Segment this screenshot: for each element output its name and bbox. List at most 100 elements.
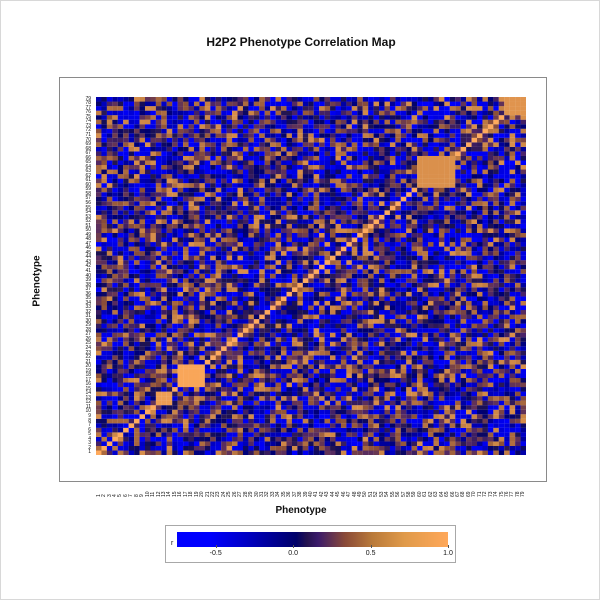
heatmap-cell: [406, 332, 412, 338]
heatmap-cell: [275, 391, 282, 397]
heatmap-cell: [395, 296, 401, 301]
heatmap-cell: [411, 418, 418, 424]
heatmap-cell: [351, 296, 358, 301]
heatmap-cell: [460, 291, 467, 297]
heatmap-cell: [422, 445, 429, 451]
heatmap-cell: [150, 332, 156, 338]
heatmap-cell: [237, 391, 244, 397]
heatmap-cell: [422, 332, 429, 338]
heatmap-cell: [253, 187, 260, 193]
heatmap-cell: [498, 278, 505, 283]
heatmap-cell: [346, 273, 352, 279]
heatmap-cell: [498, 382, 505, 388]
heatmap-cell: [166, 287, 173, 292]
heatmap-cell: [335, 377, 341, 383]
heatmap-cell: [199, 319, 205, 324]
heatmap-cell: [379, 255, 385, 261]
heatmap-cell: [128, 328, 135, 333]
heatmap-cell: [324, 391, 331, 397]
heatmap-cell: [101, 291, 107, 297]
heatmap-cell: [308, 219, 314, 224]
heatmap-cell: [237, 178, 244, 184]
heatmap-cell: [183, 187, 189, 193]
heatmap-cell: [242, 183, 249, 188]
heatmap-cell: [466, 309, 472, 315]
heatmap-cell: [210, 350, 216, 356]
heatmap-cell: [466, 205, 472, 211]
heatmap-cell: [161, 296, 167, 301]
heatmap-cell: [493, 405, 499, 410]
heatmap-cell: [139, 382, 146, 388]
heatmap-cell: [199, 423, 205, 428]
heatmap-cell: [150, 373, 156, 379]
heatmap-cell: [308, 291, 314, 297]
heatmap-cell: [281, 319, 287, 324]
heatmap-cell: [520, 210, 526, 215]
heatmap-cell: [204, 205, 211, 211]
heatmap-cell: [520, 445, 526, 451]
heatmap-cell: [487, 414, 494, 419]
heatmap-cell: [242, 355, 249, 360]
heatmap-cell: [373, 346, 380, 351]
heatmap-cell: [161, 201, 167, 206]
heatmap-cell: [487, 196, 494, 202]
heatmap-cell: [335, 319, 341, 324]
heatmap-cell: [291, 368, 298, 374]
heatmap-cell: [210, 319, 216, 324]
heatmap-cell: [384, 332, 390, 338]
heatmap-cell: [286, 337, 293, 342]
heatmap-cell: [232, 242, 238, 247]
heatmap-cell: [128, 323, 135, 329]
heatmap-cell: [351, 210, 358, 215]
heatmap-cell: [237, 373, 244, 379]
heatmap-cell: [248, 359, 254, 365]
heatmap-cell: [134, 237, 140, 243]
heatmap-cell: [232, 205, 238, 211]
heatmap-cell: [242, 251, 249, 256]
heatmap-cell: [515, 255, 521, 261]
heatmap-cell: [368, 391, 374, 397]
heatmap-cell: [428, 260, 434, 265]
heatmap-cell: [471, 223, 478, 229]
heatmap-cell: [237, 400, 244, 406]
heatmap-cell: [177, 232, 184, 238]
heatmap-cell: [172, 364, 178, 369]
heatmap-cell: [134, 264, 140, 270]
heatmap-cell: [226, 314, 233, 320]
heatmap-cell: [477, 309, 483, 315]
heatmap-cell: [144, 260, 151, 265]
heatmap-cell: [438, 350, 445, 356]
heatmap-cell: [324, 445, 331, 451]
heatmap-cell: [411, 305, 418, 311]
heatmap-cell: [150, 445, 156, 451]
heatmap-cell: [498, 178, 505, 184]
heatmap-cell: [373, 309, 380, 315]
heatmap-cell: [248, 405, 254, 410]
heatmap-cell: [422, 210, 429, 215]
heatmap-cell: [134, 178, 140, 184]
heatmap-cell: [210, 387, 216, 392]
heatmap-cell: [134, 355, 140, 360]
heatmap-cell: [123, 346, 129, 351]
heatmap-cell: [161, 214, 167, 220]
heatmap-cell: [264, 305, 271, 311]
heatmap-cell: [460, 183, 467, 188]
heatmap-cell: [281, 214, 287, 220]
heatmap-cell: [226, 382, 233, 388]
heatmap-cell: [357, 305, 363, 311]
heatmap-cell: [259, 300, 265, 306]
heatmap-cell: [330, 400, 336, 406]
heatmap-cell: [417, 368, 423, 374]
heatmap-cell: [477, 332, 483, 338]
heatmap-cell: [509, 242, 516, 247]
heatmap-cell: [270, 445, 276, 451]
heatmap-cell: [515, 432, 521, 437]
heatmap-cell: [286, 436, 293, 442]
heatmap-cell: [144, 246, 151, 252]
heatmap-cell: [161, 278, 167, 283]
heatmap-cell: [340, 387, 347, 392]
heatmap-cell: [264, 232, 271, 238]
heatmap-cell: [466, 273, 472, 279]
heatmap-cell: [357, 255, 363, 261]
heatmap-cell: [161, 264, 167, 270]
